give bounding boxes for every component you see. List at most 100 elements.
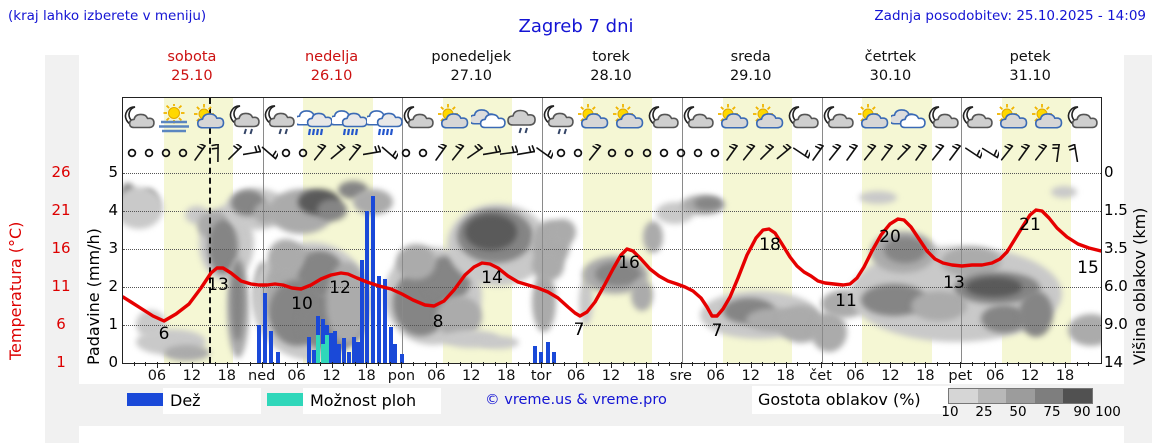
wind-symbol <box>981 144 999 162</box>
precip-bar <box>332 330 337 363</box>
axis-tick <box>1088 362 1090 366</box>
wind-barb-icon <box>451 144 464 161</box>
weather-icon-slot <box>123 104 158 136</box>
temp-value-label: 14 <box>481 268 503 288</box>
cloud-blob <box>1019 291 1053 337</box>
temp-value-label: 11 <box>835 291 857 311</box>
rain-label-chip <box>163 388 261 414</box>
axis-tick <box>1053 362 1055 366</box>
axis-tick <box>331 362 333 368</box>
axis-tick <box>482 362 484 366</box>
cloud-scale-number: 10 <box>941 404 959 420</box>
cloud-scale-number: 75 <box>1043 404 1061 420</box>
cloud-blob <box>1051 186 1077 198</box>
moon-cloud-icon <box>124 106 155 129</box>
wind-symbol <box>912 144 930 162</box>
rain-label: Dež <box>170 391 201 410</box>
left-axis-panel <box>45 55 79 443</box>
cloud-blob <box>859 190 897 204</box>
sun-cloud-icon <box>194 104 225 129</box>
page-title: Zagreb 7 dni <box>518 16 634 37</box>
precip-bar <box>545 342 550 363</box>
wind-symbol <box>706 144 724 162</box>
copyright: © vreme.us & vreme.pro <box>485 392 667 408</box>
wind-barb-icon <box>915 144 927 161</box>
moon-cloud-icon <box>683 106 714 129</box>
axis-tick <box>564 362 566 366</box>
day-boundary-line <box>262 98 264 363</box>
time-label: 06 <box>566 368 586 384</box>
axis-tick <box>319 362 321 366</box>
day-date: 25.10 <box>171 68 213 84</box>
axis-tick <box>960 362 962 368</box>
time-label: 18 <box>217 368 237 384</box>
wind-symbol <box>414 144 432 162</box>
wind-barb-icon <box>261 146 278 160</box>
cloud-blob <box>532 251 564 281</box>
cloud-blob <box>268 239 304 275</box>
day-boundary-line <box>961 98 963 363</box>
axis-tick <box>948 362 950 366</box>
axis-tick <box>715 362 717 368</box>
wind-symbol <box>483 144 502 162</box>
wind-barb-icon <box>1018 144 1030 161</box>
axis-tick <box>366 362 368 368</box>
axis-tick <box>843 362 845 366</box>
wind-barb-icon <box>500 145 519 155</box>
temperature-curve <box>123 208 1101 323</box>
wind-symbol <box>620 144 638 162</box>
precip-bar <box>370 195 375 363</box>
wind-barb-icon <box>535 147 553 159</box>
wind-symbol <box>723 144 741 162</box>
precip-bar <box>364 211 369 363</box>
day-boundary-label: pon <box>387 368 416 384</box>
time-label: 18 <box>916 368 935 384</box>
wind-symbol <box>603 144 621 162</box>
wind-symbol <box>655 144 673 162</box>
wind-symbol <box>174 144 192 162</box>
wind-symbol <box>672 144 690 162</box>
gradient-segment <box>1063 389 1092 403</box>
wind-symbol <box>346 144 364 162</box>
wind-symbol <box>191 144 209 162</box>
axis-tick <box>622 362 624 366</box>
precip-bar <box>356 342 361 363</box>
wind-barb-icon <box>812 144 824 161</box>
wind-symbol <box>878 144 896 162</box>
weather-icon-slot <box>296 104 333 136</box>
axis-tick <box>995 362 997 368</box>
cloud-blob <box>479 335 519 349</box>
time-label: 12 <box>1020 368 1040 384</box>
wind-barb-icon <box>964 147 982 159</box>
axis-tick <box>215 362 217 366</box>
axis-tick <box>471 362 473 368</box>
axis-tick <box>750 362 752 368</box>
axis-tick <box>389 362 391 366</box>
axis-tick <box>191 362 193 368</box>
wind-symbol <box>466 144 484 162</box>
cloud-density-label: Gostota oblakov (%) <box>758 390 921 409</box>
day-boundary-line <box>681 98 683 363</box>
axis-tick <box>913 362 915 366</box>
cloud-blob <box>465 214 517 250</box>
day-boundary-label: ned <box>248 368 276 384</box>
time-label: 06 <box>147 368 167 384</box>
wind-barb-icon <box>242 145 261 156</box>
axis-tick <box>878 362 880 366</box>
wind-barb-icon <box>483 145 502 156</box>
wind-symbol <box>157 144 175 162</box>
calm-wind-icon <box>607 148 617 158</box>
wind-symbol <box>964 144 982 162</box>
weather-icon-slot <box>751 104 787 136</box>
precip-bar <box>377 275 382 363</box>
wind-symbol <box>946 144 964 162</box>
axis-tick <box>1006 362 1008 366</box>
wind-symbol <box>826 144 844 162</box>
axis-tick <box>1065 362 1067 368</box>
wind-symbol <box>792 144 810 162</box>
temp-value-label: 13 <box>207 275 229 295</box>
sun-cloud-icon <box>752 104 784 129</box>
weather-icon-slot <box>192 104 228 136</box>
axis-tick <box>168 362 170 366</box>
moon-cloud-icon <box>823 106 854 129</box>
